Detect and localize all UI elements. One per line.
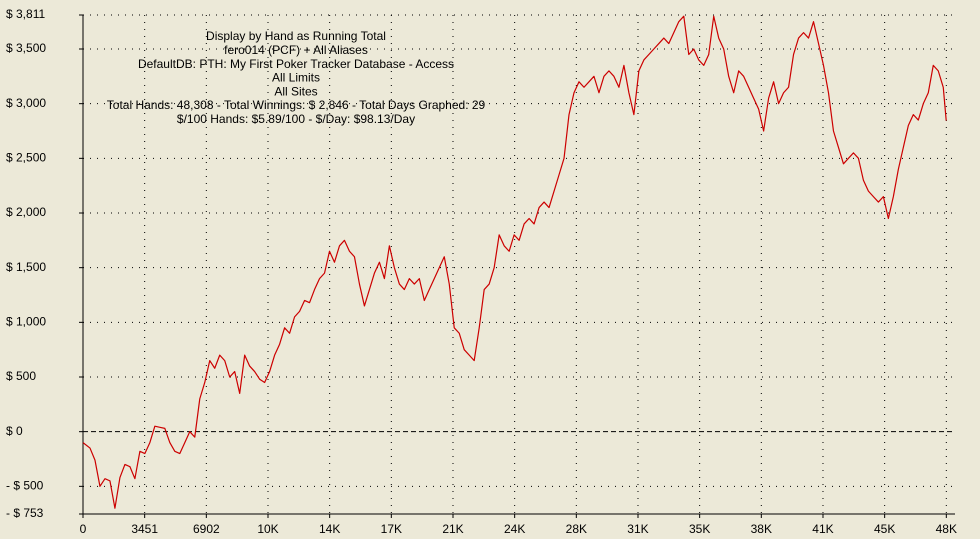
y-tick-label: $ 3,500 [6,41,46,55]
x-tick-label: 45K [874,522,895,536]
y-tick-label: $ 2,000 [6,205,46,219]
x-tick-label: 3451 [131,522,158,536]
x-tick-label: 31K [627,522,648,536]
y-tick-label: $ 1,500 [6,260,46,274]
title-line: $/100 Hands: $5.89/100 - $/Day: $98.13/D… [177,112,415,126]
x-tick-label: 41K [812,522,833,536]
x-tick-label: 14K [319,522,340,536]
x-tick-label: 17K [381,522,402,536]
x-tick-label: 24K [504,522,525,536]
x-tick-label: 0 [80,522,87,536]
x-tick-label: 21K [442,522,463,536]
x-tick-label: 48K [936,522,957,536]
title-line: All Sites [274,84,317,98]
title-line: fero014 (PCF) + All Aliases [224,43,368,57]
x-tick-label: 6902 [193,522,220,536]
y-tick-label: $ 500 [6,369,36,383]
y-tick-label: - $ 500 [6,479,44,493]
x-tick-label: 28K [566,522,587,536]
title-line: All Limits [272,71,320,85]
title-line: Display by Hand as Running Total [206,29,386,43]
y-tick-label: $ 3,811 [6,7,45,21]
title-line: DefaultDB: PTH: My First Poker Tracker D… [138,57,454,71]
y-tick-label: - $ 753 [6,506,44,520]
x-tick-label: 35K [689,522,710,536]
y-tick-label: $ 1,000 [6,315,46,329]
y-tick-label: $ 2,500 [6,151,46,165]
y-tick-label: $ 3,000 [6,96,46,110]
running-total-line [82,15,947,509]
y-tick-label: $ 0 [6,424,23,438]
x-tick-label: 38K [751,522,772,536]
title-line: Total Hands: 48,308 - Total Winnings: $ … [107,98,486,112]
x-tick-label: 10K [257,522,278,536]
